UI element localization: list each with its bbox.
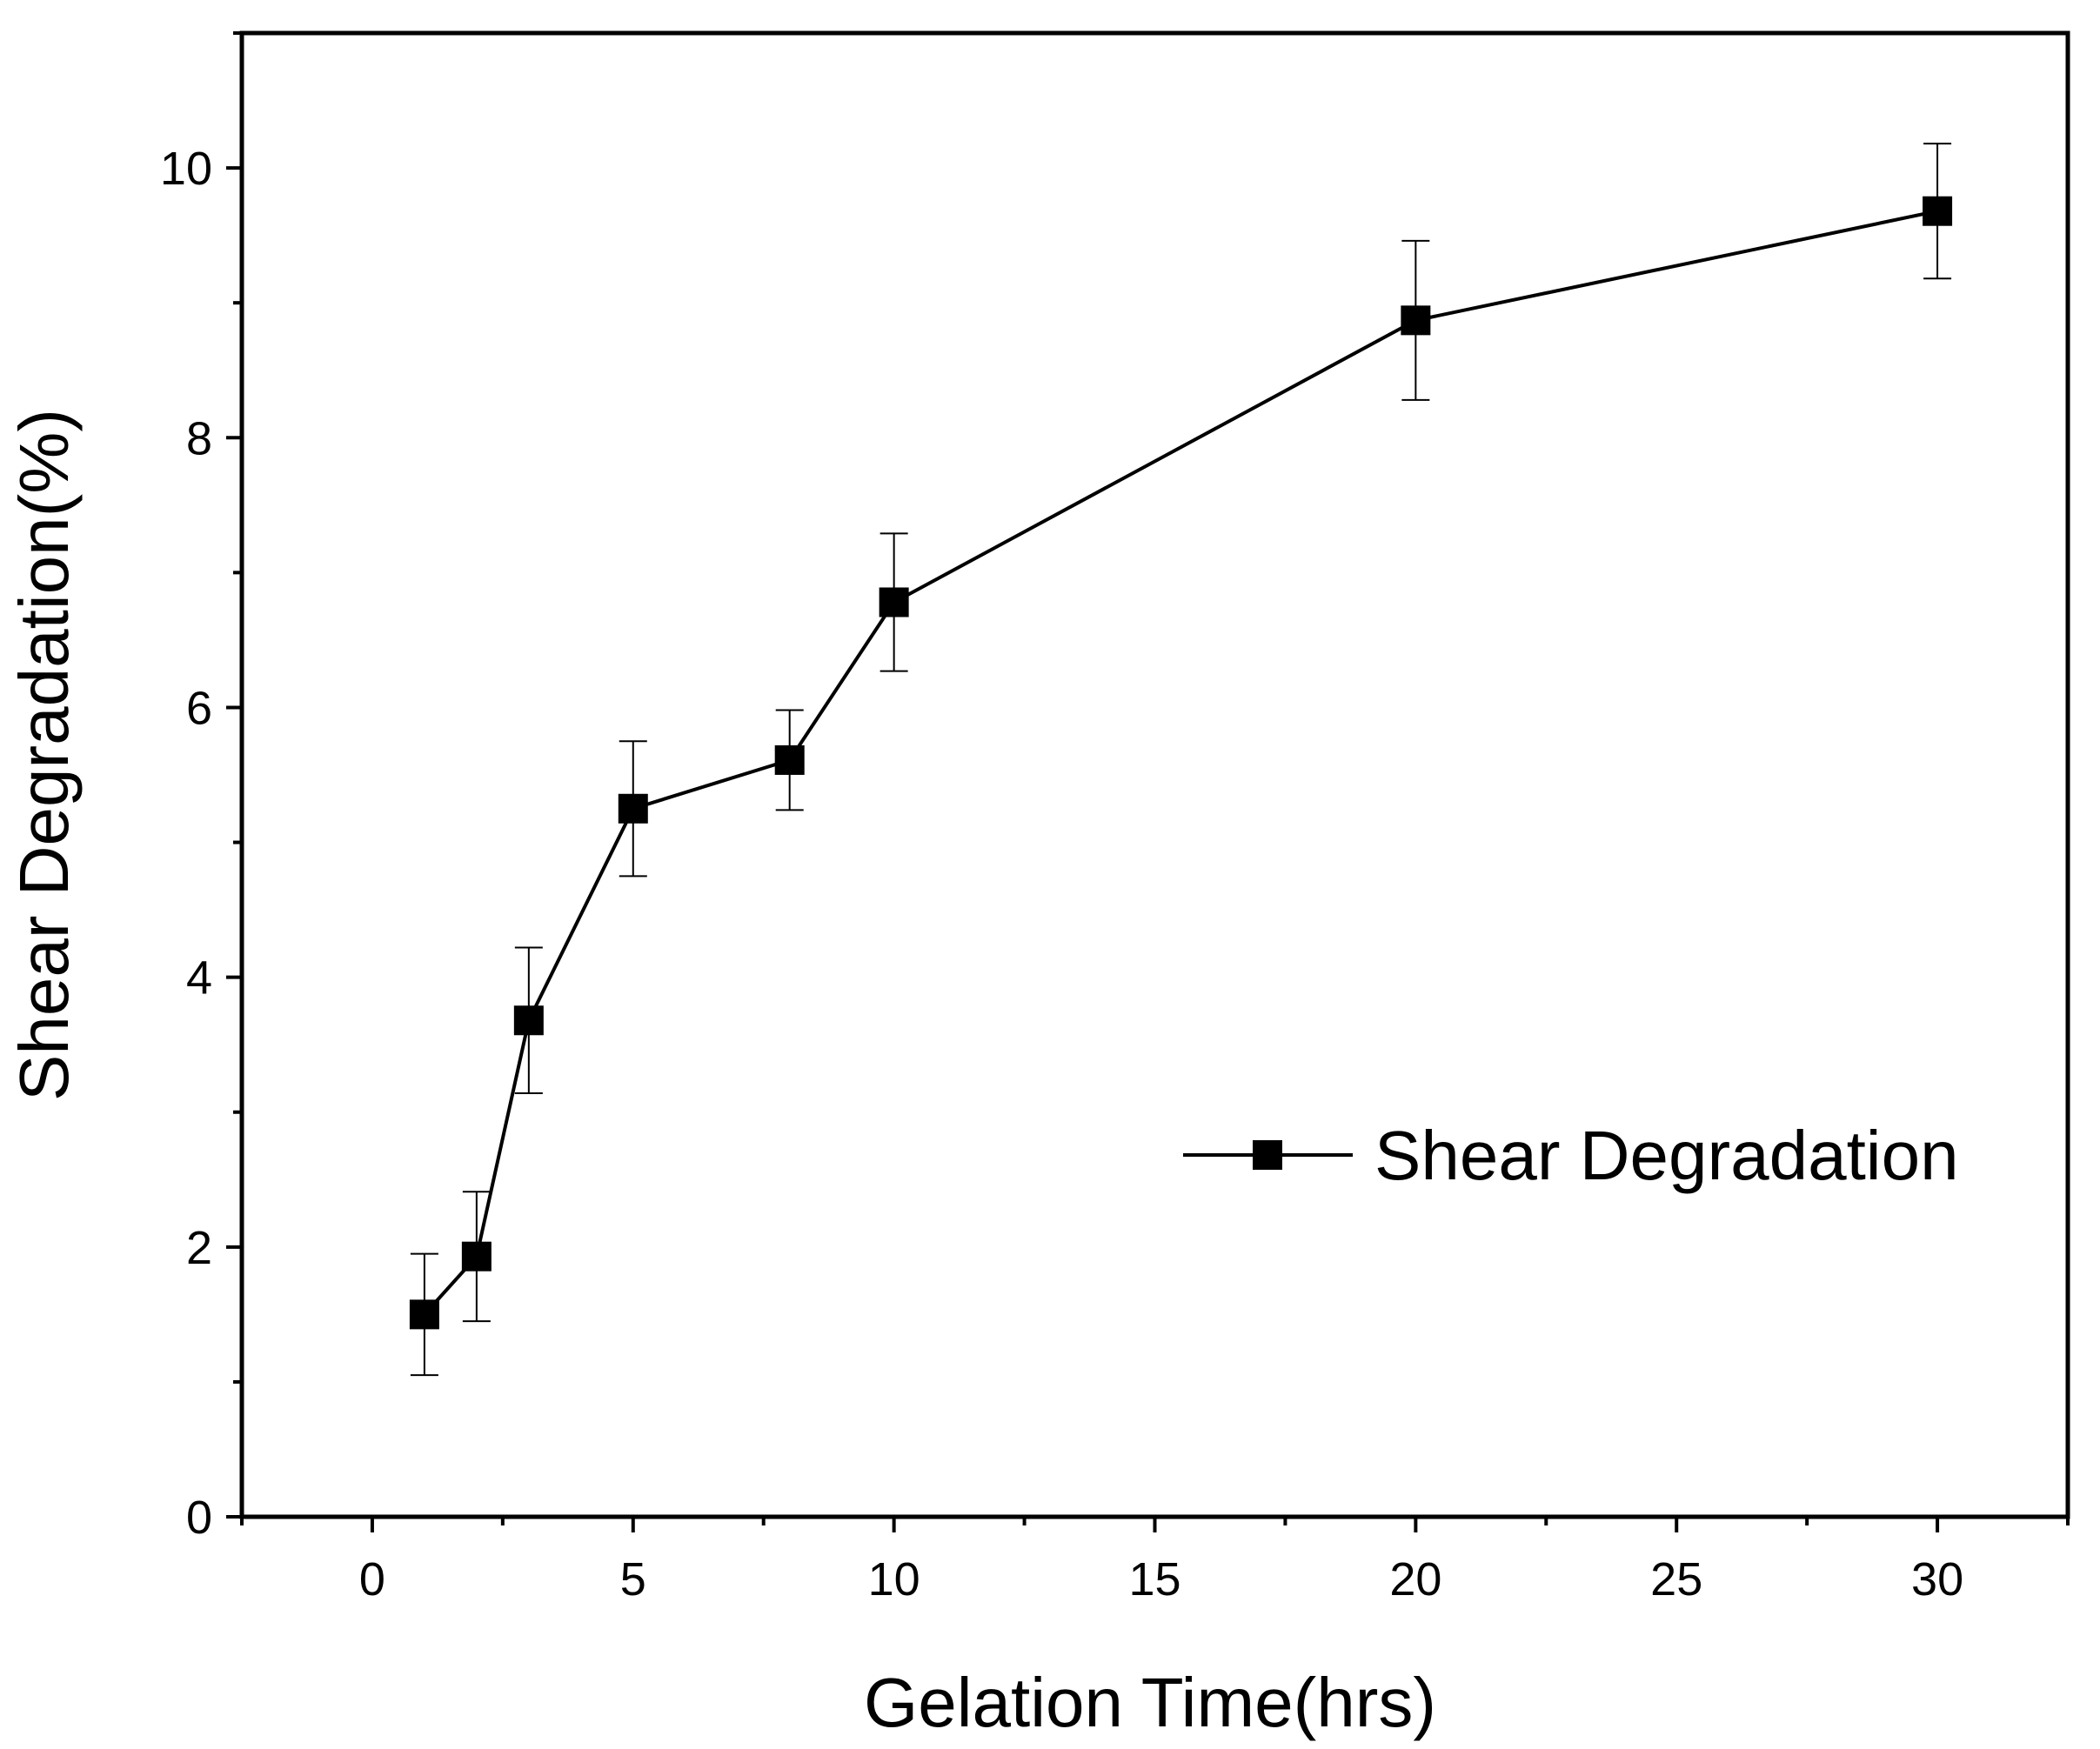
x-tick-label: 30 xyxy=(1911,1553,1963,1605)
data-point-marker xyxy=(774,744,805,775)
x-tick-label: 20 xyxy=(1389,1553,1441,1605)
data-point-marker xyxy=(513,1005,544,1036)
data-point-marker xyxy=(409,1299,439,1330)
x-tick-label: 10 xyxy=(868,1553,920,1605)
series-layer xyxy=(409,143,1953,1377)
y-tick-label: 8 xyxy=(186,412,212,464)
series-line xyxy=(423,209,1938,1316)
x-tick-label: 15 xyxy=(1128,1553,1180,1605)
y-tick-label: 0 xyxy=(186,1492,212,1544)
data-point-marker xyxy=(1923,196,1953,226)
plot-area-border xyxy=(239,30,2070,1519)
data-point-marker xyxy=(461,1241,492,1272)
y-tick-label: 2 xyxy=(186,1222,212,1274)
y-axis-title: Shear Degradation(%) xyxy=(5,409,83,1101)
y-tick-label: 4 xyxy=(186,952,212,1005)
y-tick-label: 6 xyxy=(186,682,212,734)
x-axis-title: Gelation Time(hrs) xyxy=(864,1664,1436,1741)
plot-frame xyxy=(239,30,2070,1519)
legend: Shear Degradation xyxy=(1183,1117,1959,1194)
x-tick-label: 0 xyxy=(359,1553,385,1605)
y-tick-label: 10 xyxy=(160,143,212,195)
x-tick-label: 25 xyxy=(1650,1553,1702,1605)
data-point-marker xyxy=(618,793,648,824)
legend-label: Shear Degradation xyxy=(1374,1117,1959,1194)
legend-marker xyxy=(1253,1140,1282,1170)
x-axis: 0 5 10 15 20 25 30 xyxy=(240,1517,2070,1605)
data-point-marker xyxy=(879,587,909,617)
y-axis: 0 2 4 6 8 10 xyxy=(160,31,242,1544)
x-tick-label: 5 xyxy=(620,1553,646,1605)
data-point-marker xyxy=(1401,305,1431,336)
